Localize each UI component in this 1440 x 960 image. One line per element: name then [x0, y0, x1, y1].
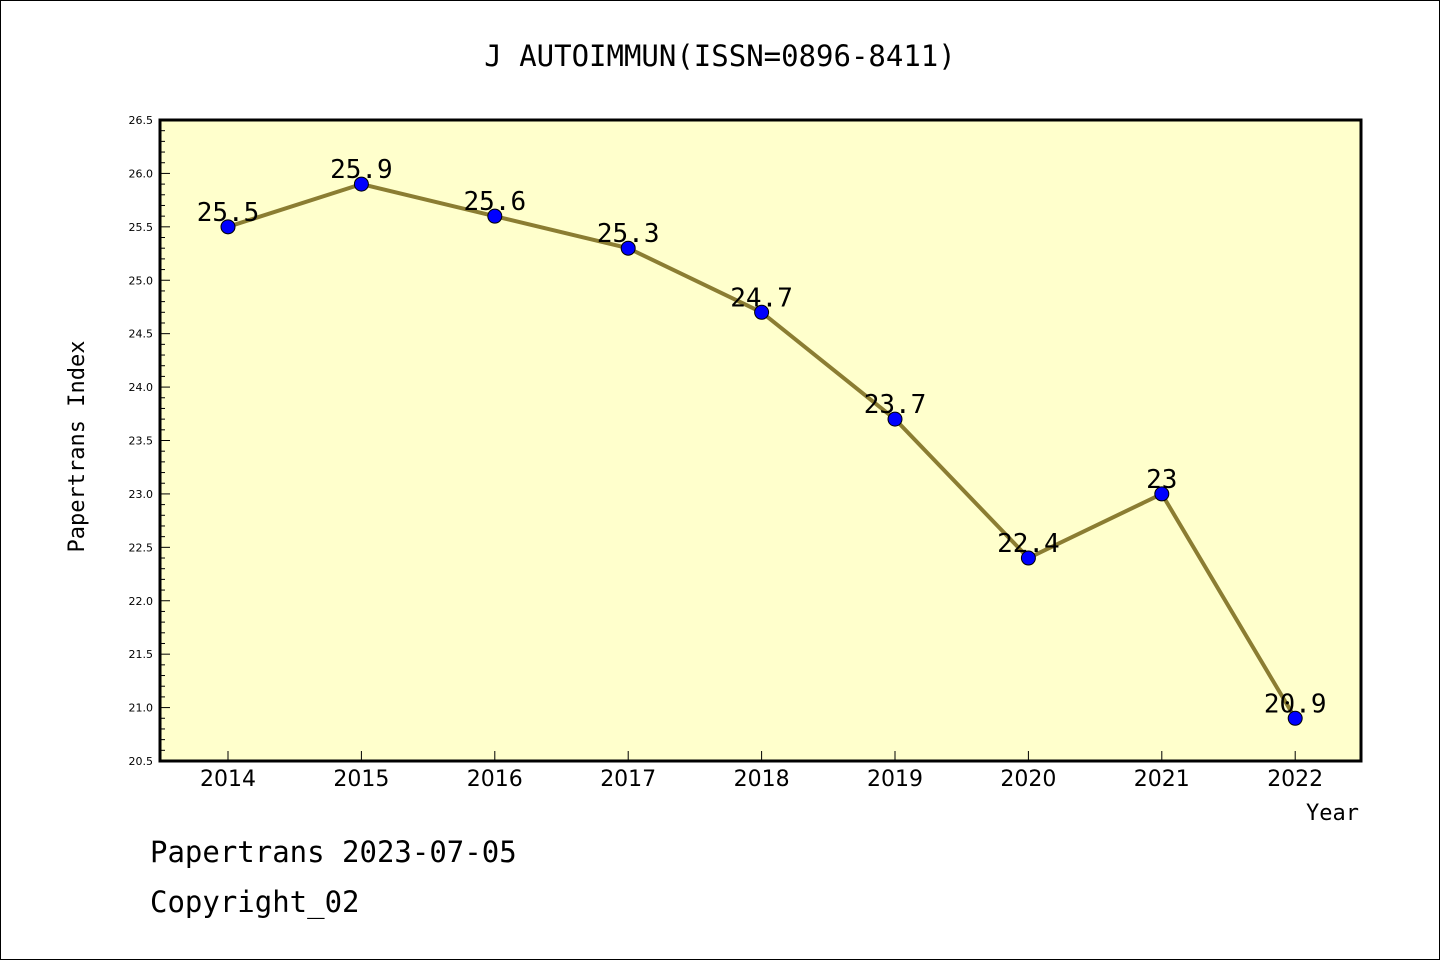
data-point-marker: [353, 176, 369, 192]
y-tick-label: 22.5: [129, 541, 154, 554]
y-tick-label: 25.0: [129, 274, 154, 287]
y-tick-label: 21.5: [129, 648, 154, 661]
data-point-marker: [1287, 710, 1303, 726]
footer-date-line: Papertrans 2023-07-05: [150, 835, 517, 869]
data-point-marker: [887, 411, 903, 427]
y-axis: 20.5 21.0 21.5 22.0 22.5 23.0 23.5 24.0 24.5 25.0…: [129, 114, 170, 768]
x-tick-label: 2015: [333, 767, 389, 792]
footer-copyright-line: Copyright_02: [150, 885, 360, 919]
data-label: 24.7: [730, 283, 793, 313]
x-tick-label: 2016: [467, 767, 523, 792]
data-label: 25.6: [463, 187, 526, 217]
data-label: 25.3: [597, 219, 660, 249]
data-point-marker: [754, 304, 770, 320]
y-tick-label: 24.0: [129, 381, 154, 394]
y-tick-label: 23.5: [129, 435, 154, 448]
x-tick-label: 2018: [734, 767, 790, 792]
y-tick-label: 21.0: [129, 702, 154, 715]
data-point-marker: [220, 219, 236, 235]
x-tick-label: 2014: [200, 767, 256, 792]
x-tick-label: 2021: [1134, 767, 1190, 792]
data-point-marker: [487, 208, 503, 224]
data-point-marker: [1154, 486, 1170, 502]
y-tick-label: 26.0: [129, 167, 154, 180]
x-tick-label: 2017: [600, 767, 656, 792]
data-label: 22.4: [997, 529, 1060, 559]
plot-area: [158, 118, 1363, 763]
x-tick-label: 2020: [1000, 767, 1056, 792]
x-tick-label: 2019: [867, 767, 923, 792]
chart-title: J AUTOIMMUN(ISSN=0896-8411): [484, 39, 955, 73]
x-tick-label: 2022: [1267, 767, 1323, 792]
y-tick-label: 24.5: [129, 328, 154, 341]
data-point-marker: [1020, 550, 1036, 566]
x-axis: 2014 2015 2016 2017 2018 2019 2020 2021 2022: [200, 751, 1323, 792]
data-point-marker: [620, 240, 636, 256]
y-tick-label: 25.5: [129, 221, 154, 234]
data-label: 23.7: [864, 390, 927, 420]
y-tick-label: 22.0: [129, 595, 154, 608]
data-label: 25.5: [197, 198, 260, 228]
y-tick-label: 26.5: [129, 114, 154, 127]
x-axis-label: Year: [1306, 801, 1359, 826]
data-label: 25.9: [330, 155, 393, 185]
data-label: 20.9: [1264, 689, 1327, 719]
data-label: 23: [1146, 465, 1177, 495]
y-tick-label: 23.0: [129, 488, 154, 501]
data-points: 25.5 25.9 25.6 25.3 24.7 23.7 22.4 23 20.9: [197, 155, 1327, 726]
y-axis-label: Papertrans Index: [65, 341, 90, 553]
y-tick-label: 20.5: [129, 755, 154, 768]
